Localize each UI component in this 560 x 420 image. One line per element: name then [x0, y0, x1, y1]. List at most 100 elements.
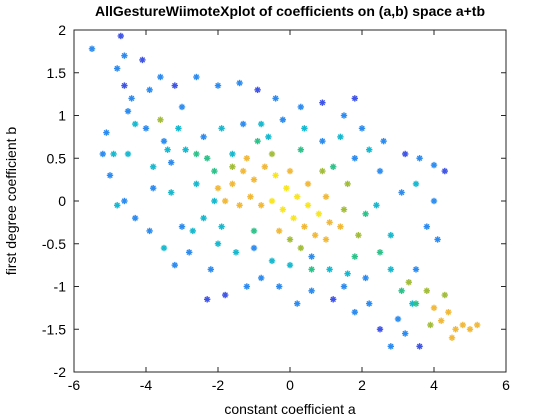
data-point: [388, 232, 394, 238]
data-point: [139, 57, 145, 63]
data-point: [89, 46, 95, 52]
data-point: [229, 181, 235, 187]
data-point: [172, 262, 178, 268]
data-point: [121, 82, 127, 88]
data-point: [388, 266, 394, 272]
data-point: [125, 151, 131, 157]
data-point: [323, 194, 329, 200]
data-point: [128, 95, 134, 101]
data-point: [352, 155, 358, 161]
data-point: [366, 300, 372, 306]
data-point: [100, 151, 106, 157]
data-point: [121, 198, 127, 204]
data-point: [442, 168, 448, 174]
data-point: [344, 181, 350, 187]
data-point: [258, 202, 264, 208]
data-point: [406, 279, 412, 285]
data-point: [107, 172, 113, 178]
data-point: [103, 129, 109, 135]
x-axis-label: constant coefficient a: [224, 401, 355, 417]
data-point: [254, 87, 260, 93]
data-point: [305, 181, 311, 187]
data-point: [125, 108, 131, 114]
x-tick-label: 2: [358, 377, 366, 393]
data-point: [330, 296, 336, 302]
data-point: [427, 322, 433, 328]
y-tick-label: 0.5: [47, 150, 67, 166]
data-point: [323, 236, 329, 242]
data-point: [319, 168, 325, 174]
data-point: [150, 185, 156, 191]
data-point: [474, 322, 480, 328]
data-point: [366, 147, 372, 153]
data-point: [431, 198, 437, 204]
data-point: [200, 134, 206, 140]
data-point: [442, 292, 448, 298]
data-point: [190, 228, 196, 234]
data-point: [193, 181, 199, 187]
data-point: [110, 151, 116, 157]
data-point: [431, 162, 437, 168]
data-point: [467, 326, 473, 332]
data-point: [161, 138, 167, 144]
data-point: [157, 117, 163, 123]
data-point: [373, 202, 379, 208]
data-point: [251, 176, 257, 182]
data-point: [240, 121, 246, 127]
data-point: [388, 343, 394, 349]
y-axis-label: first degree coefficient b: [3, 127, 19, 276]
data-point: [424, 223, 430, 229]
points-layer: [89, 33, 481, 350]
x-tick-label: 0: [286, 377, 294, 393]
data-point: [146, 228, 152, 234]
data-point: [341, 283, 347, 289]
data-point: [413, 300, 419, 306]
y-tick-label: -1.5: [42, 321, 66, 337]
data-point: [269, 151, 275, 157]
data-point: [319, 138, 325, 144]
data-point: [326, 219, 332, 225]
data-point: [308, 253, 314, 259]
data-point: [377, 249, 383, 255]
x-tick-label: -4: [140, 377, 153, 393]
data-point: [413, 266, 419, 272]
data-point: [211, 168, 217, 174]
data-point: [337, 134, 343, 140]
data-point: [200, 215, 206, 221]
data-point: [179, 104, 185, 110]
data-point: [301, 125, 307, 131]
data-point: [308, 266, 314, 272]
data-point: [283, 185, 289, 191]
data-point: [319, 99, 325, 105]
data-point: [262, 164, 268, 170]
data-point: [301, 223, 307, 229]
data-point: [204, 296, 210, 302]
data-point: [398, 288, 404, 294]
data-point: [168, 159, 174, 165]
data-point: [294, 300, 300, 306]
data-point: [431, 305, 437, 311]
data-point: [204, 155, 210, 161]
data-point: [460, 322, 466, 328]
data-point: [344, 270, 350, 276]
data-point: [114, 65, 120, 71]
data-point: [359, 125, 365, 131]
data-point: [326, 266, 332, 272]
data-point: [377, 168, 383, 174]
data-point: [179, 223, 185, 229]
data-point: [416, 155, 422, 161]
data-point: [402, 151, 408, 157]
data-point: [312, 232, 318, 238]
data-point: [218, 125, 224, 131]
data-point: [215, 241, 221, 247]
data-point: [258, 121, 264, 127]
data-point: [287, 262, 293, 268]
data-point: [168, 189, 174, 195]
data-point: [229, 151, 235, 157]
data-point: [175, 125, 181, 131]
data-point: [269, 258, 275, 264]
data-point: [222, 198, 228, 204]
x-tick-label: 4: [430, 377, 438, 393]
data-point: [233, 249, 239, 255]
y-tick-label: 1.5: [47, 65, 67, 81]
